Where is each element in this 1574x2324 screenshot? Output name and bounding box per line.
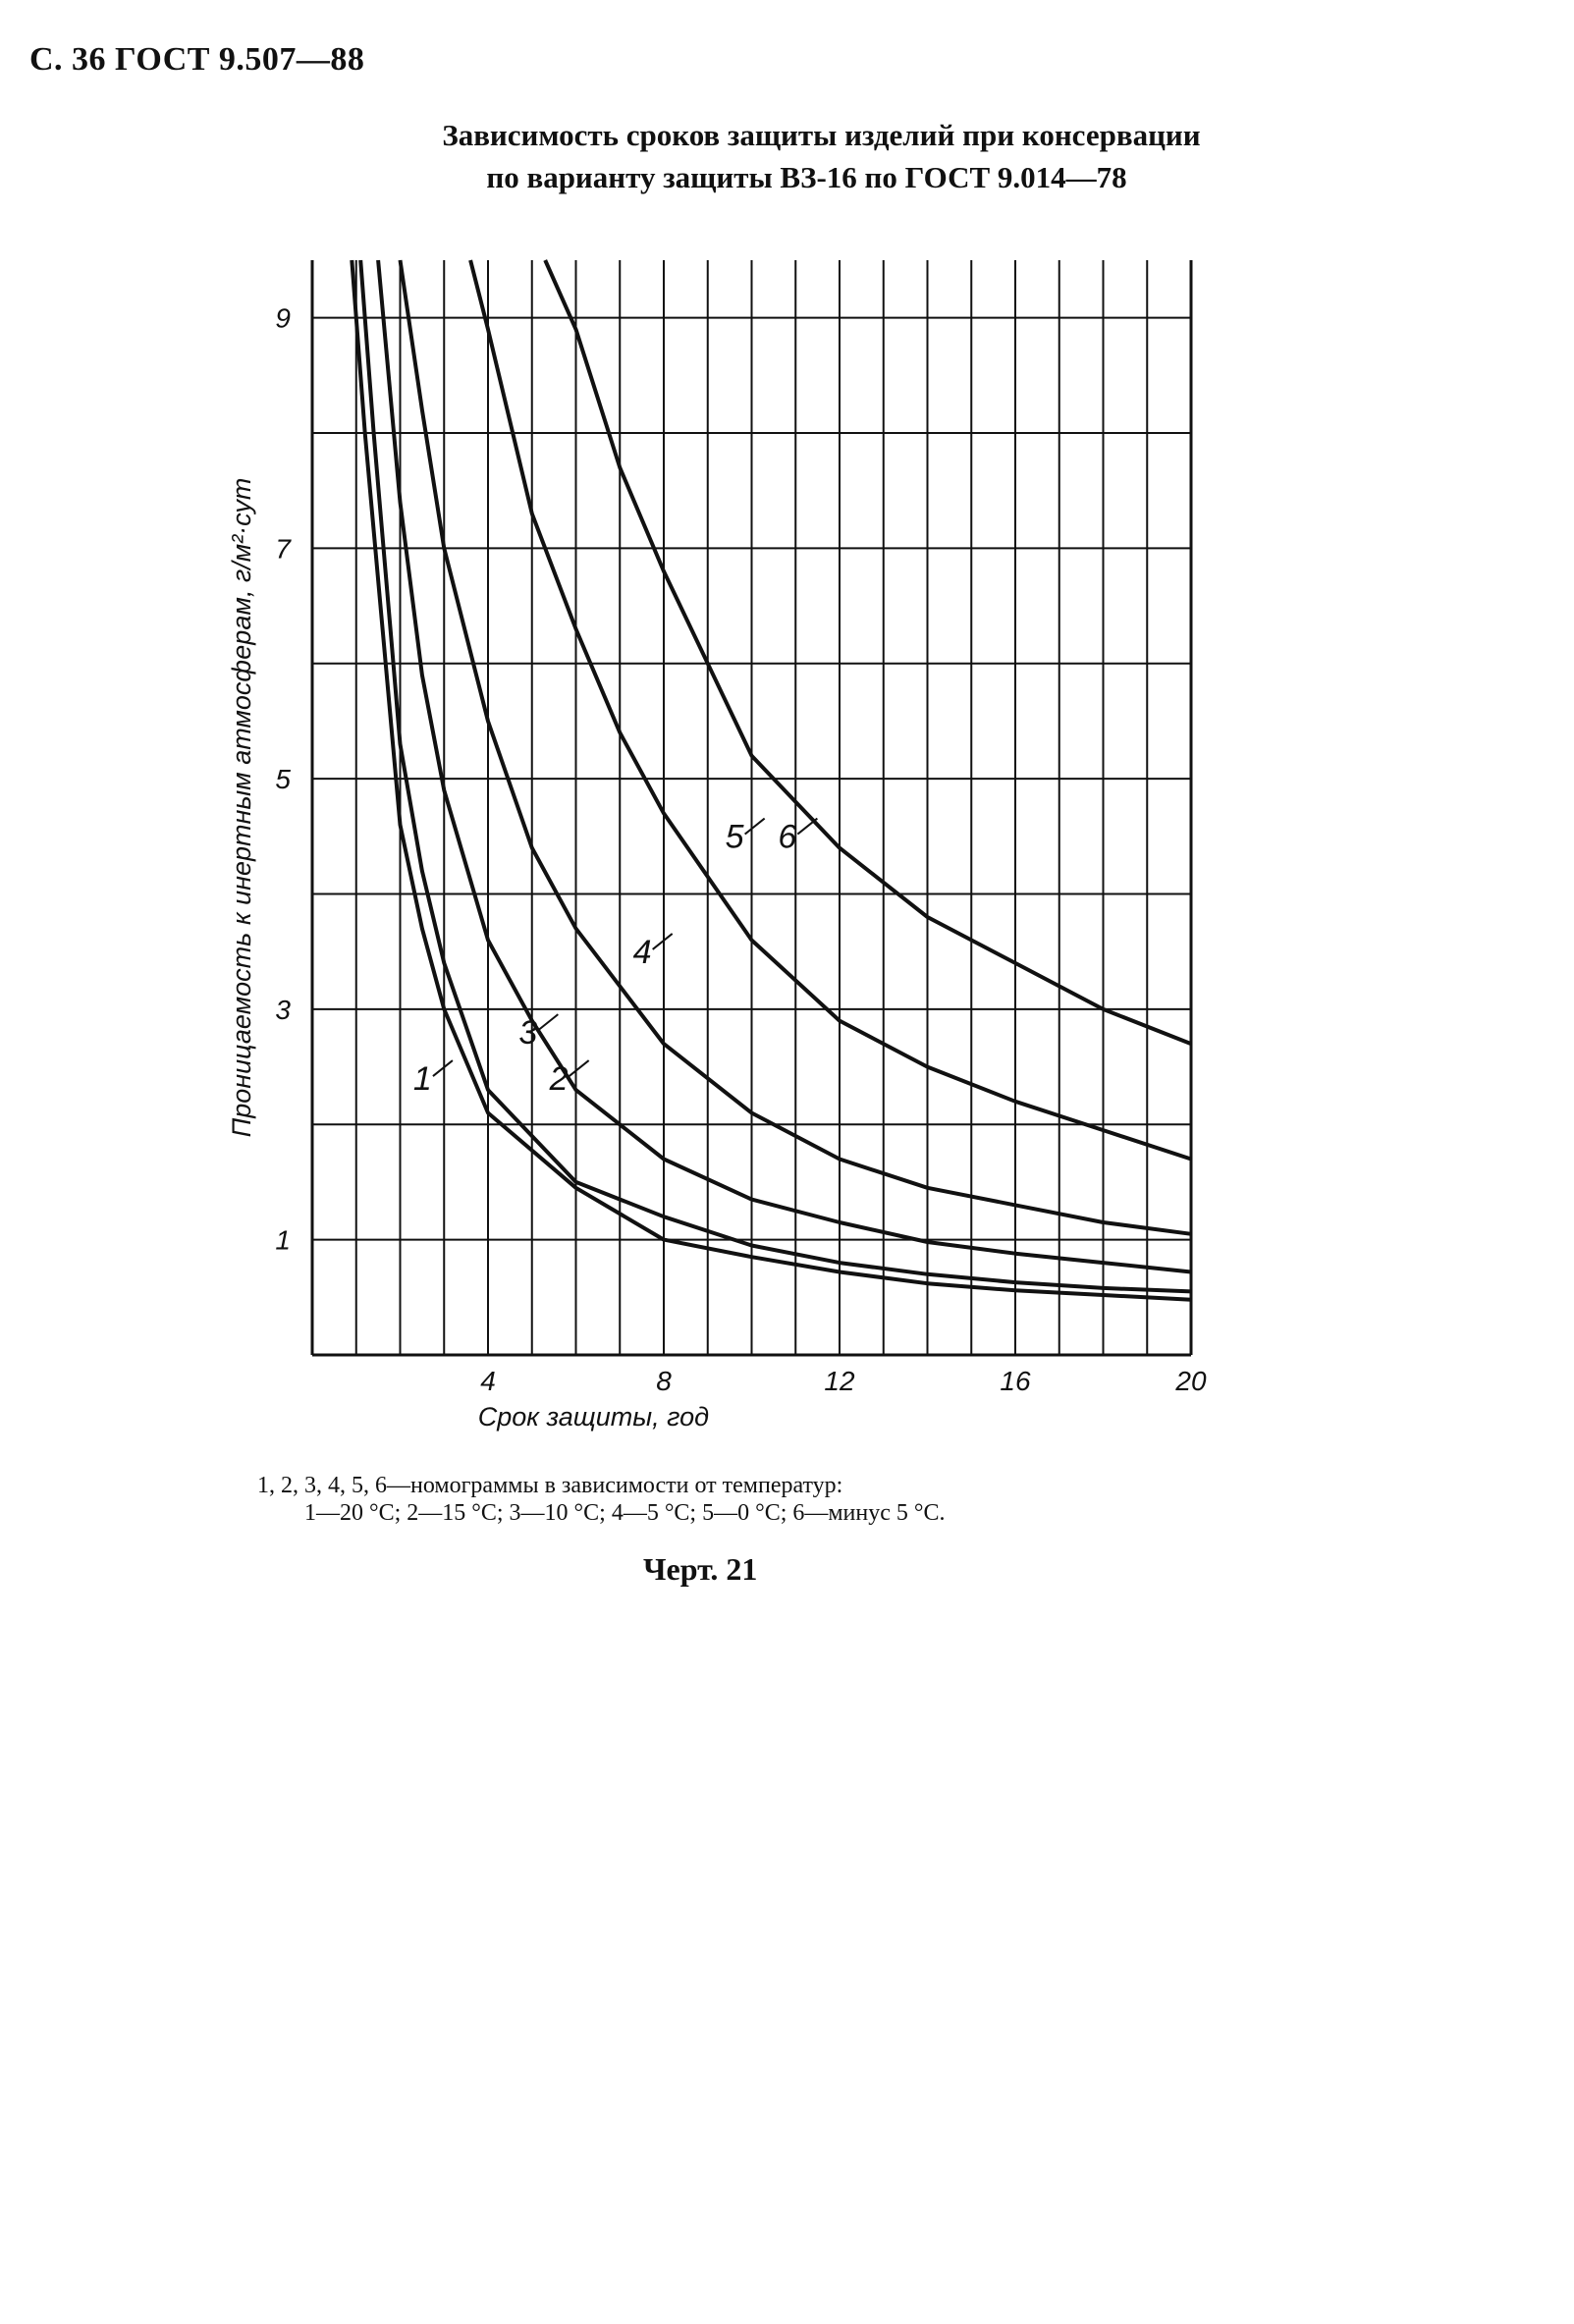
chart-axes — [310, 260, 1193, 1357]
curve-label-leader — [569, 1059, 590, 1077]
chart-grid — [312, 260, 1191, 1355]
x-tick-label: 12 — [824, 1366, 855, 1396]
x-tick-label: 16 — [1000, 1366, 1031, 1396]
curve-5 — [468, 259, 1192, 1162]
x-axis-label: Срок защиты, год — [478, 1402, 709, 1432]
figure-caption-line-1: 1, 2, 3, 4, 5, 6—номограммы в зависимост… — [257, 1473, 843, 1498]
curve-label-3: 3 — [518, 1014, 537, 1052]
curve-4 — [398, 259, 1192, 1236]
curve-label-leader — [537, 1013, 559, 1031]
curve-label-leader — [432, 1059, 454, 1077]
chart-curves — [350, 259, 1192, 1302]
chart-title-line-2: по варианту защиты ВЗ-16 по ГОСТ 9.014—7… — [486, 160, 1127, 194]
x-tick-label: 4 — [480, 1366, 496, 1396]
figure-caption-line-2: 1—20 °С; 2—15 °С; 3—10 °С; 4—5 °С; 5—0 °… — [304, 1500, 946, 1526]
curve-3 — [376, 259, 1192, 1274]
chart-title-line-1: Зависимость сроков защиты изделий при ко… — [442, 118, 1201, 152]
curve-label-1: 1 — [413, 1060, 432, 1098]
curve-2 — [358, 259, 1192, 1294]
y-tick-label: 9 — [275, 303, 291, 334]
y-tick-label: 7 — [275, 533, 292, 564]
curve-label-5: 5 — [726, 819, 744, 856]
y-tick-label: 1 — [275, 1225, 291, 1256]
chart-curve-labels: 1 23 4 5 6 — [413, 817, 818, 1098]
curve-label-2: 2 — [549, 1060, 569, 1098]
page-header: С. 36 ГОСТ 9.507—88 — [29, 41, 365, 78]
y-tick-label: 5 — [275, 764, 291, 794]
curve-6 — [543, 259, 1192, 1046]
y-axis-label: Проницаемость к инертным атмосферам, г/м… — [227, 478, 256, 1138]
curve-1 — [350, 259, 1192, 1302]
curve-label-leader — [652, 933, 674, 950]
curve-label-6: 6 — [778, 819, 796, 856]
curve-label-4: 4 — [633, 934, 652, 971]
curve-label-leader — [744, 817, 766, 836]
y-tick-label: 3 — [275, 995, 291, 1025]
x-tick-label: 8 — [656, 1366, 672, 1396]
figure-label: Черт. 21 — [643, 1551, 758, 1587]
x-tick-label: 20 — [1174, 1366, 1207, 1396]
curve-label-leader — [796, 817, 818, 836]
